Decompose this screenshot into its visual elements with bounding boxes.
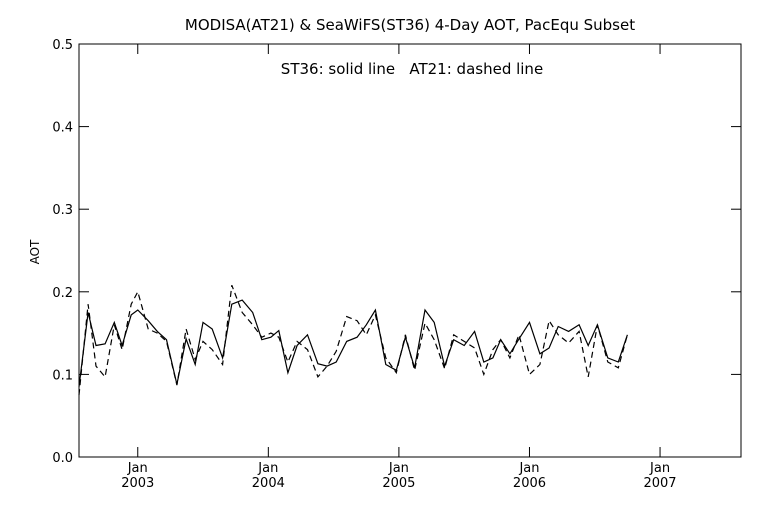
x-tick-year-label: 2006: [513, 476, 546, 491]
y-axis-label: AOT: [28, 239, 42, 264]
plot-frame: [78, 43, 742, 458]
x-tick-month-label: Jan: [518, 461, 539, 476]
y-tick-label: 0.5: [52, 38, 73, 53]
y-tick-label: 0.0: [52, 451, 73, 466]
x-tick-year-label: 2007: [643, 476, 676, 491]
x-tick-month-label: Jan: [649, 461, 670, 476]
y-axis-ticks: 0.0 0.1 0.2 0.3 0.4 0.5: [52, 38, 741, 466]
series-layer: [78, 284, 628, 396]
x-tick-year-label: 2005: [382, 476, 415, 491]
y-tick-label: 0.1: [52, 368, 73, 383]
y-tick-label: 0.4: [52, 121, 73, 136]
chart-annotation: ST36: solid line AT21: dashed line: [281, 60, 543, 78]
x-tick-month-label: Jan: [127, 461, 148, 476]
series-at21-line: [78, 284, 628, 396]
x-tick-year-label: 2003: [121, 476, 154, 491]
x-tick-month-label: Jan: [257, 461, 278, 476]
y-tick-label: 0.2: [52, 286, 73, 301]
y-tick-label: 0.3: [52, 203, 73, 218]
chart-title: MODISA(AT21) & SeaWiFS(ST36) 4-Day AOT, …: [185, 16, 635, 34]
x-tick-month-label: Jan: [388, 461, 409, 476]
x-tick-year-label: 2004: [252, 476, 285, 491]
series-st36-line: [78, 299, 628, 387]
